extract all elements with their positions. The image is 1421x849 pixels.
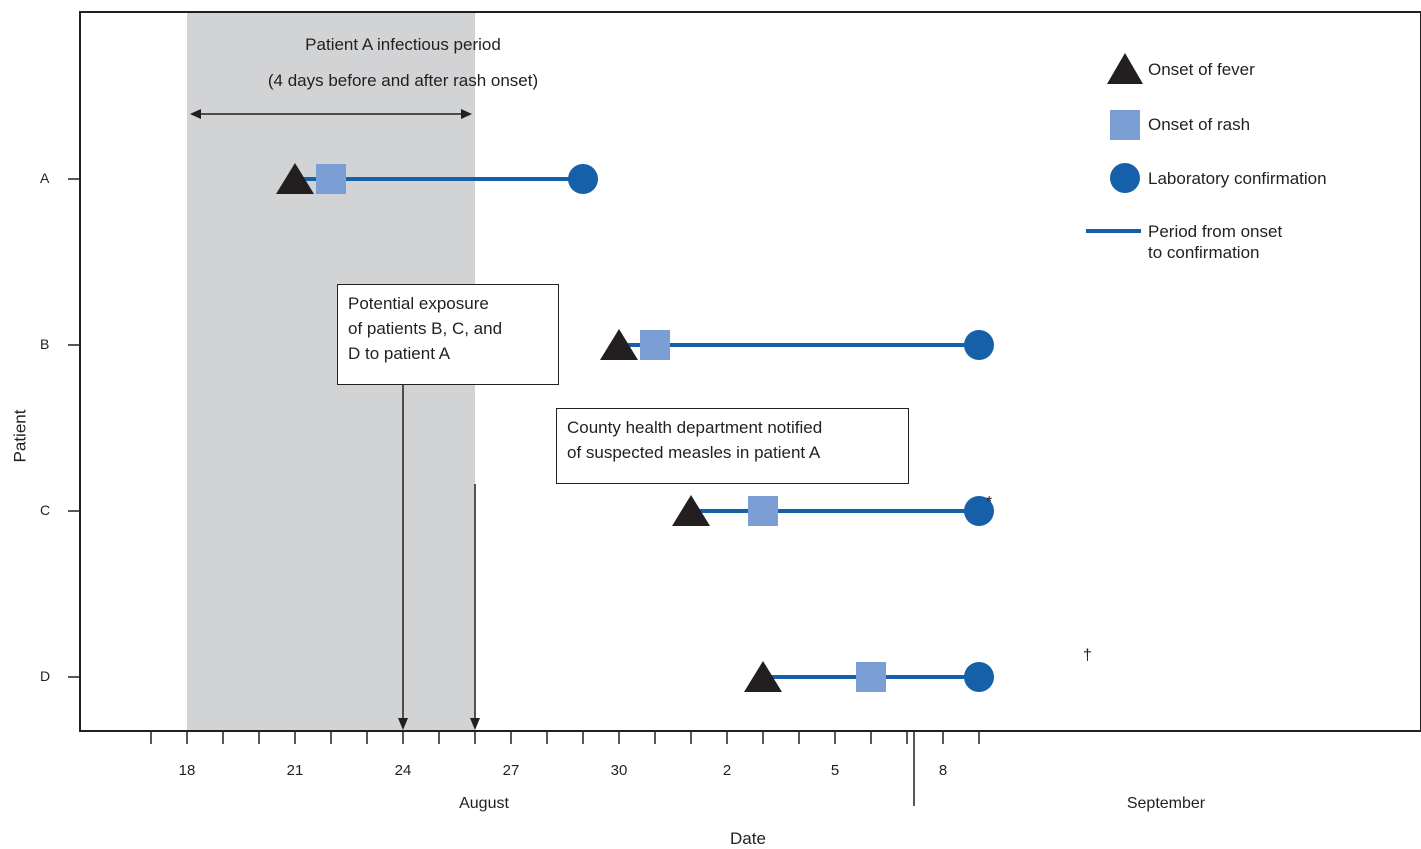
fever-marker	[672, 495, 710, 526]
legend-period-line2: to confirmation	[1148, 243, 1260, 262]
x-tick-label: 2	[722, 762, 732, 779]
legend-fever-label: Onset of fever	[1148, 60, 1255, 79]
x-tick-label: 30	[610, 762, 628, 779]
notification-annotation-line: of suspected measles in patient A	[567, 443, 821, 462]
x-tick-label: 18	[178, 762, 196, 779]
infectious-period-title: Patient A infectious period (4 days befo…	[187, 27, 619, 99]
legend-confirmation-label: Laboratory confirmation	[1148, 169, 1327, 188]
rash-marker	[748, 496, 778, 526]
legend-confirmation-marker	[1110, 163, 1140, 193]
y-tick-label-b: B	[40, 336, 50, 352]
y-axis-ticks	[68, 178, 80, 678]
plot-frame	[79, 11, 1421, 732]
exposure-annotation-line: D to patient A	[348, 344, 451, 363]
legend-period-line1: Period from onset	[1148, 222, 1283, 241]
fever-marker	[276, 163, 314, 194]
annotation-arrow-head	[398, 718, 408, 730]
x-tick-label: 27	[502, 762, 520, 779]
y-tick-label-d: D	[40, 668, 51, 684]
confirmation-marker	[964, 496, 994, 526]
month-label-september: September	[1126, 795, 1206, 812]
patient-rows	[276, 163, 994, 692]
rash-marker	[316, 164, 346, 194]
notification-annotation-box: County health department notified of sus…	[556, 408, 909, 484]
exposure-annotation-line: Potential exposure	[348, 294, 489, 313]
infectious-period-title-line1: Patient A infectious period	[305, 35, 501, 54]
confirmation-marker	[964, 662, 994, 692]
period-arrow-right-head	[461, 109, 472, 119]
fever-marker	[600, 329, 638, 360]
exposure-annotation-line: of patients B, C, and	[348, 319, 503, 338]
period-arrow-left-head	[190, 109, 201, 119]
fever-marker	[744, 661, 782, 692]
infectious-period-title-line2: (4 days before and after rash onset)	[267, 71, 539, 90]
legend-period-label: Period from onset to confirmation	[1148, 221, 1282, 263]
x-axis-title: Date	[730, 829, 766, 848]
rash-marker	[640, 330, 670, 360]
x-axis-ticks	[150, 731, 980, 744]
x-tick-label: 24	[394, 762, 412, 779]
legend-fever-marker	[1107, 53, 1143, 84]
y-tick-label-a: A	[40, 170, 50, 186]
confirmation-marker	[964, 330, 994, 360]
infectious-period-arrow	[190, 109, 472, 119]
legend-markers	[1086, 53, 1143, 233]
x-tick-label: 21	[286, 762, 304, 779]
x-tick-label: 5	[830, 762, 840, 779]
legend-rash-label: Onset of rash	[1148, 115, 1251, 134]
month-label-august: August	[459, 795, 509, 812]
notification-annotation-line: County health department notified	[567, 418, 823, 437]
footnote-mark-c: *	[986, 494, 993, 511]
legend-rash-marker	[1110, 110, 1140, 140]
y-tick-label-c: C	[40, 502, 51, 518]
exposure-annotation-box: Potential exposure of patients B, C, and…	[337, 284, 559, 385]
annotation-arrows	[398, 385, 480, 730]
y-axis-title: Patient	[10, 409, 30, 463]
rash-marker	[856, 662, 886, 692]
x-tick-label: 8	[938, 762, 948, 779]
confirmation-marker	[568, 164, 598, 194]
footnote-mark-d: †	[1083, 647, 1092, 664]
annotation-arrow-head	[470, 718, 480, 730]
